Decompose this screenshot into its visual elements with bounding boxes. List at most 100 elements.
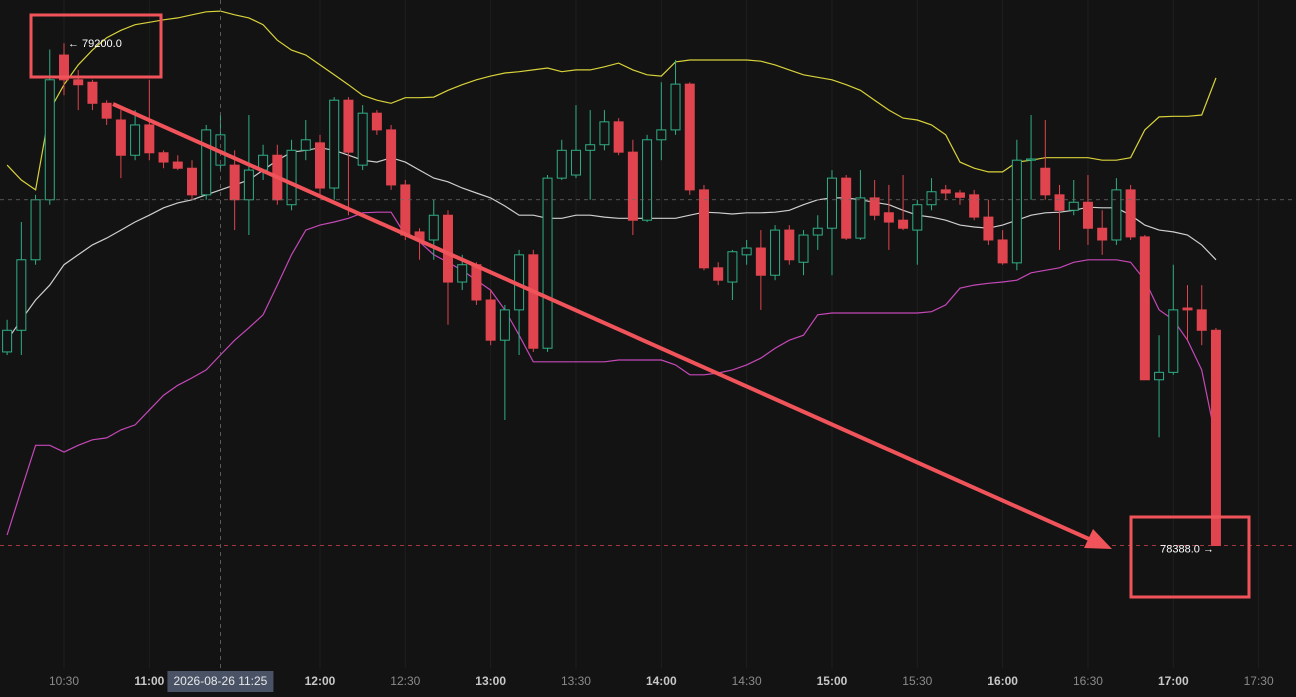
x-tick-label: 13:30 [561,674,591,688]
candle-body [400,184,411,236]
x-tick-label: 15:30 [902,674,932,688]
candle-body [229,164,240,201]
candle-body [770,229,781,276]
x-tick-label: 16:30 [1073,674,1103,688]
candle-body [841,177,852,239]
candle-body [186,167,197,196]
candle-body [869,197,880,216]
candle-body [855,197,866,239]
arrow-head [1084,529,1112,549]
candle-body [1026,158,1037,161]
candle-body [940,189,951,194]
candle-body [997,239,1008,264]
x-axis: 10:30 11:00 12:00 12:30 13:00 13:30 14:00 14:30… [49,671,1274,692]
candle-body [499,309,510,341]
candle-body [172,161,183,169]
candle-body [883,212,894,223]
trend-arrow [112,102,1099,545]
candle-body [73,79,84,86]
candle-body [343,99,354,153]
candle-body [670,83,681,131]
candle-body [357,112,368,166]
candle-body [912,204,923,231]
candle-body [428,214,439,241]
candle-body [471,264,482,301]
x-tick-label: 16:00 [987,674,1018,688]
candle-body [812,227,823,236]
x-tick-label: 15:00 [817,674,848,688]
candle-body [144,124,155,154]
band-line [6,211,1217,536]
x-tick-label: 12:30 [390,674,420,688]
candle-body [1097,227,1108,241]
candle-body [16,259,27,331]
candle-body [599,121,610,146]
candle-body [1210,329,1221,547]
candle-body [1168,309,1179,373]
crosshair-label: 2026-08-26 11:25 [174,674,268,688]
candle-body [642,139,653,221]
candle-body [115,119,126,156]
price-annotation: 78388.0 → [1160,543,1214,555]
candle-body [87,81,98,104]
candle-body [201,129,212,196]
candle-body [101,102,112,119]
x-tick-label: 11:00 [134,674,164,688]
x-tick-label: 14:00 [646,674,677,688]
candle-body [656,129,667,141]
candle-body [1139,236,1150,381]
candle-body [983,216,994,241]
highlight-box [1129,515,1251,599]
candle-body [954,192,965,198]
candle-body [1111,189,1122,241]
candle-body [926,191,937,206]
candles [2,43,1221,547]
x-tick-label: 17:00 [1158,674,1189,688]
candle-body [485,299,496,341]
candle-body [542,177,553,349]
candle-body [243,169,254,201]
candle-body [898,219,909,229]
candle-body [826,177,837,229]
candle-body [1011,159,1022,264]
candle-body [1125,189,1136,238]
overlay: ← 79200.0 78388.0 → [0,0,1296,668]
candle-body [1082,201,1093,229]
x-tick-label: 10:30 [49,674,79,688]
candle-body [1054,194,1065,211]
candle-body [300,139,311,151]
candle-body [442,214,453,283]
x-tick-label: 14:30 [732,674,762,688]
candle-body [713,267,724,281]
candle-body [969,194,980,218]
candle-body [44,79,55,201]
candle-body [727,251,738,283]
candle-body [286,149,297,206]
candle-body [371,112,382,131]
candle-body [741,247,752,256]
candle-body [386,129,397,186]
crosshair-label-bg [167,671,274,692]
candle-body [684,83,695,191]
candle-body [698,189,709,269]
candle-body [130,124,141,156]
candle-body [30,199,41,261]
candle-body [158,152,169,163]
x-tick-label: 12:00 [305,674,336,688]
candle-body [457,264,468,283]
candle-body [528,254,539,349]
candle-body [570,149,581,176]
x-tick-label: 17:30 [1244,674,1274,688]
candle-body [585,144,596,151]
candle-body [613,121,624,153]
highlight-box [29,13,163,79]
candle-body [798,234,809,263]
candle-body [627,151,638,221]
candle-body [314,142,325,189]
candle-body [1068,201,1079,211]
candle-body [556,149,567,179]
candle-body [1182,307,1193,311]
